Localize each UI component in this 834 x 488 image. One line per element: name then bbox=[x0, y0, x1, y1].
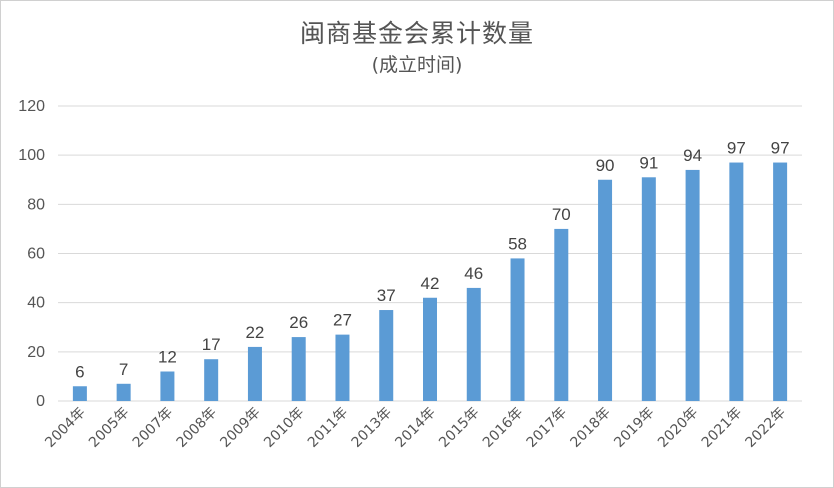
y-tick-label: 60 bbox=[27, 246, 45, 263]
chart-title: 闽商基金会累计数量 bbox=[299, 19, 534, 48]
data-label: 90 bbox=[596, 156, 615, 175]
x-tick-label: 2020年 bbox=[655, 405, 701, 451]
bar bbox=[466, 287, 481, 401]
x-tick-label: 2022年 bbox=[743, 405, 789, 451]
x-tick-label: 2010年 bbox=[261, 405, 307, 451]
x-tick-label: 2016年 bbox=[480, 405, 526, 451]
bar bbox=[598, 179, 613, 401]
data-label: 97 bbox=[771, 139, 790, 158]
y-tick-label: 100 bbox=[18, 147, 45, 164]
data-label: 70 bbox=[552, 205, 571, 224]
y-tick-label: 20 bbox=[27, 344, 45, 361]
data-label: 6 bbox=[75, 362, 84, 381]
bar bbox=[423, 297, 437, 401]
data-label: 91 bbox=[639, 153, 658, 172]
gridlines bbox=[58, 105, 802, 402]
data-labels: 6 7 12 17 22 26 27 37 42 46 58 70 90 91 94 97 97 bbox=[75, 139, 789, 382]
bar bbox=[729, 162, 744, 401]
bar bbox=[72, 386, 87, 401]
bar bbox=[335, 334, 350, 401]
bars bbox=[72, 162, 788, 401]
data-label: 94 bbox=[683, 146, 702, 165]
data-label: 37 bbox=[377, 286, 396, 305]
y-tick-label: 120 bbox=[18, 98, 45, 115]
x-tick-label: 2011年 bbox=[305, 405, 351, 451]
x-axis-labels: 2004年2005年2007年2008年2009年2010年2011年2013年… bbox=[42, 405, 789, 451]
data-label: 97 bbox=[727, 139, 746, 158]
bar bbox=[116, 383, 131, 401]
x-tick-label: 2005年 bbox=[86, 405, 132, 451]
y-axis-ticks: 0 20 40 60 80 100 120 bbox=[18, 98, 45, 410]
bar bbox=[247, 346, 262, 401]
bar bbox=[160, 371, 175, 401]
x-tick-label: 2021年 bbox=[699, 405, 745, 451]
bar bbox=[291, 337, 306, 401]
bar bbox=[773, 162, 788, 401]
data-label: 12 bbox=[158, 348, 177, 367]
bar bbox=[554, 228, 569, 401]
x-tick-label: 2009年 bbox=[217, 405, 263, 451]
data-label: 27 bbox=[333, 311, 352, 330]
bar bbox=[685, 169, 700, 401]
x-tick-label: 2008年 bbox=[174, 405, 220, 451]
bar bbox=[510, 258, 525, 401]
x-tick-label: 2017年 bbox=[524, 405, 570, 451]
data-label: 17 bbox=[202, 335, 221, 354]
data-label: 58 bbox=[508, 234, 527, 253]
x-tick-label: 2004年 bbox=[42, 405, 88, 451]
data-label: 46 bbox=[464, 264, 483, 283]
data-label: 26 bbox=[289, 313, 308, 332]
bar bbox=[379, 310, 394, 401]
x-tick-label: 2018年 bbox=[567, 405, 613, 451]
data-label: 7 bbox=[119, 360, 128, 379]
chart-subtitle: (成立时间) bbox=[371, 54, 463, 76]
x-tick-label: 2019年 bbox=[611, 405, 657, 451]
x-tick-label: 2014年 bbox=[392, 405, 438, 451]
y-tick-label: 0 bbox=[36, 393, 45, 410]
data-label: 22 bbox=[245, 323, 264, 342]
x-tick-label: 2013年 bbox=[349, 405, 395, 451]
y-tick-label: 80 bbox=[27, 196, 45, 213]
x-tick-label: 2007年 bbox=[130, 405, 176, 451]
bar bbox=[641, 177, 656, 401]
y-tick-label: 40 bbox=[27, 295, 45, 312]
bar bbox=[204, 359, 219, 401]
data-label: 42 bbox=[421, 274, 440, 293]
x-tick-label: 2015年 bbox=[436, 405, 482, 451]
